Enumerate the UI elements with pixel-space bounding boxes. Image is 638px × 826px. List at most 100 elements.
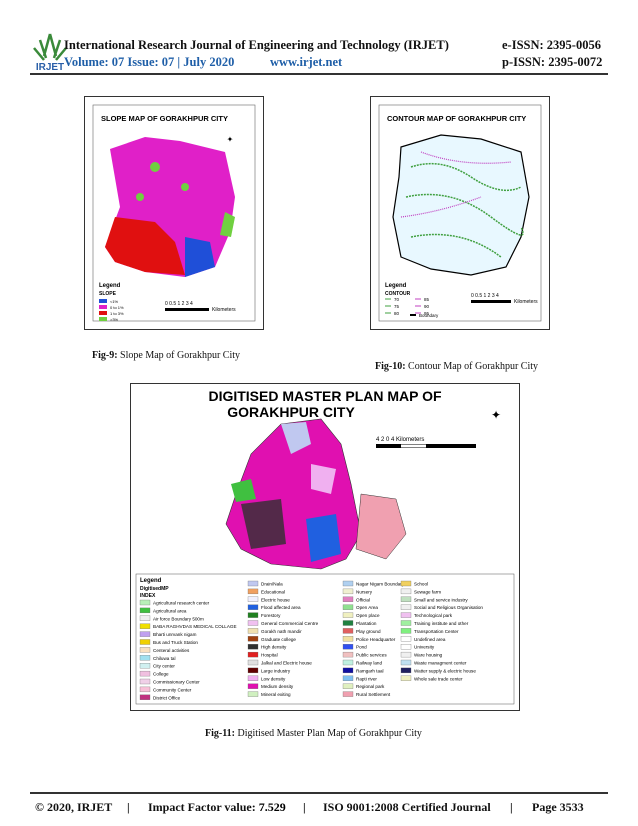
legend-label: Centeral activities — [153, 648, 190, 653]
iso: ISO 9001:2008 Certified Journal — [323, 800, 491, 814]
legend-label: Jalkal and Electric house — [261, 661, 312, 666]
legend-label: Drain/Nala — [261, 582, 283, 587]
caption-label: Fig-10: — [375, 361, 406, 372]
legend-swatch — [342, 667, 354, 674]
legend-label: Bharti unrvank nigam — [153, 632, 197, 637]
legend-swatch — [247, 675, 259, 681]
legend-swatch — [139, 655, 151, 661]
legend-label: Play ground — [356, 629, 381, 634]
impact-label: Impact Factor value: — [148, 800, 256, 814]
legend-swatch — [400, 580, 412, 587]
page-number: Page 3533 — [532, 800, 584, 814]
legend-label: Open place — [356, 613, 380, 618]
legend-sub: SLOPE — [99, 291, 117, 297]
legend-swatch — [139, 623, 151, 629]
legend-label: 75 — [394, 304, 400, 309]
legend-sub: CONTOUR — [385, 291, 411, 297]
legend-swatch — [342, 683, 354, 689]
legend-swatch — [247, 612, 259, 618]
svg-text:✦: ✦ — [227, 135, 234, 144]
legend-label: BABA RAGHVDAS MEDICAL COLLAGE — [153, 624, 237, 629]
legend-swatch — [400, 588, 412, 595]
legend-swatch — [400, 636, 412, 642]
svg-text:✦: ✦ — [491, 408, 501, 422]
legend-label: Railway land — [356, 661, 382, 666]
legend-label: Social and Religious Organisation — [414, 605, 483, 610]
legend-swatch — [400, 628, 412, 634]
legend-label: Technological park — [414, 613, 453, 618]
legend-label: Ramgarh taal — [356, 668, 384, 673]
legend-label: High density — [261, 645, 287, 650]
legend-label: Training institute and other — [414, 621, 469, 626]
caption: Fig-9: Slope Map of Gorakhpur City — [92, 350, 240, 361]
caption: Fig-10: Contour Map of Gorakhpur City — [375, 361, 538, 372]
contour-map: CONTOUR MAP OF GORAKHPUR CITY Legend CON… — [370, 96, 550, 330]
legend-label: School — [414, 582, 428, 587]
legend-label: 90 — [424, 304, 430, 309]
legend-label: Hospital — [261, 653, 278, 658]
legend-swatch — [247, 644, 259, 650]
legend-label: 80 — [394, 311, 400, 316]
legend-label: College — [153, 672, 169, 677]
legend-label: Agricultural area — [153, 608, 187, 613]
legend-label: General Commercial Centre — [261, 621, 319, 626]
legend-label: Chiluwa tal — [153, 656, 175, 661]
legend-swatch — [139, 631, 151, 637]
legend-title: Legend — [140, 578, 162, 584]
legend-swatch — [99, 317, 107, 321]
legend-swatch — [342, 651, 354, 658]
legend-swatch — [139, 686, 151, 693]
legend-swatch — [247, 691, 259, 697]
legend-swatch — [400, 675, 412, 681]
legend-label: Low density — [261, 676, 286, 681]
legend-swatch — [139, 678, 151, 685]
legend-swatch — [139, 694, 151, 700]
legend-swatch — [342, 691, 354, 697]
legend-swatch — [139, 599, 151, 606]
legend-label: Bus and Truck Station — [153, 640, 198, 645]
legend-sub: DigitisedMP — [140, 586, 169, 592]
legend-label: Air force Boundary 500m — [153, 616, 204, 621]
legend-swatch — [99, 305, 107, 309]
legend-label: Electric house — [261, 597, 290, 602]
legend-swatch — [247, 580, 259, 587]
rule — [30, 792, 608, 794]
copyright: © 2020, IRJET — [35, 800, 113, 814]
legend-swatch — [342, 628, 354, 634]
legend-swatch — [247, 596, 259, 602]
legend-label: Pond — [356, 645, 367, 650]
map-title: SLOPE MAP OF GORAKHPUR CITY — [101, 114, 228, 123]
legend-swatch — [247, 659, 259, 666]
caption-text: Slope Map of Gorakhpur City — [120, 350, 241, 361]
legend-swatch — [342, 675, 354, 681]
legend-label: Community Center — [153, 687, 192, 692]
map-title-2: GORAKHPUR CITY — [227, 404, 355, 420]
legend-label: Agricultural research center — [153, 601, 210, 606]
legend-label: <1% — [110, 299, 119, 304]
legend-label: Forestory — [261, 613, 281, 618]
legend-swatch — [247, 628, 259, 634]
website: www.irjet.net — [270, 55, 343, 69]
legend-label: Nursery — [356, 589, 373, 594]
legend-label: Rapti river — [356, 676, 377, 681]
legend-swatch — [99, 299, 107, 303]
legend-label: Plantation — [356, 621, 377, 626]
scale: 0 0.5 1 2 3 4 — [165, 301, 193, 307]
legend-swatch — [342, 588, 354, 595]
caption-text: Contour Map of Gorakhpur City — [408, 361, 539, 372]
legend-label: Official — [356, 597, 370, 602]
scale-unit: Kilometers — [212, 307, 236, 313]
legend-title: Legend — [99, 283, 121, 289]
impact-value: 7.529 — [258, 800, 286, 814]
legend-swatch — [400, 596, 412, 602]
slope-map-art: SLOPE MAP OF GORAKHPUR CITY Legend SLOPE… — [92, 104, 256, 322]
legend-swatch — [139, 663, 151, 669]
legend-label: Medium density — [261, 684, 294, 689]
volume: Volume: 07 Issue: 07 | July 2020 — [64, 55, 235, 69]
legend-swatch — [342, 659, 354, 666]
legend-label: Ware housing — [414, 653, 443, 658]
logo-text: IRJET — [36, 62, 64, 72]
legend-label: Graduate college — [261, 637, 296, 642]
legend-label: 85 — [424, 297, 430, 302]
